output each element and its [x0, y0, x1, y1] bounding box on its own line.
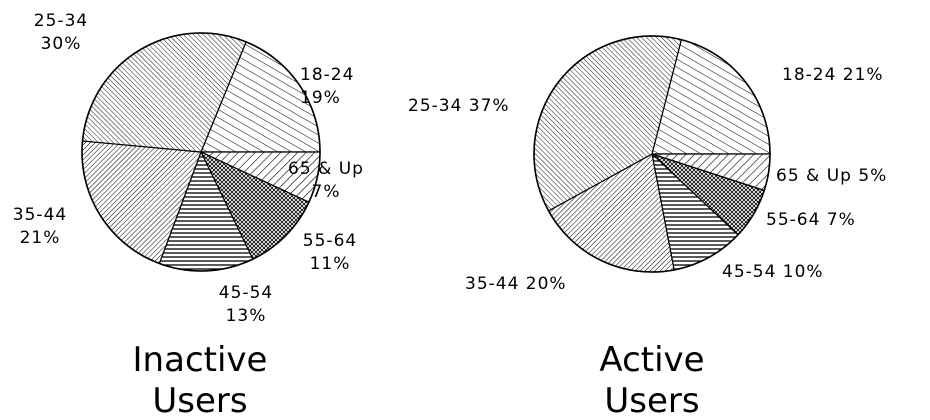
slice-label-active-35-44: 35-44 20% — [465, 274, 567, 294]
slice-label-line: 45-54 10% — [722, 262, 824, 282]
slice-label-line: 65 & Up 5% — [776, 166, 887, 186]
slice-label-line: 18-24 — [300, 65, 354, 85]
pie-chart-active-users: 18-24 21% 65 & Up 5% 55-64 7% 45-54 10% 35-4… — [408, 35, 887, 294]
slice-label-line: 21% — [20, 228, 61, 248]
slice-label-line: 25-34 — [34, 11, 88, 31]
slice-label-line: 13% — [226, 306, 267, 326]
chart-title-inactive-line-1: Inactive — [133, 340, 268, 380]
slice-label-inactive-35-44: 35-44 21% — [13, 205, 67, 248]
slice-label-inactive-25-34: 25-34 30% — [34, 11, 88, 54]
slice-label-line: 18-24 21% — [782, 65, 884, 85]
pie-outline-active — [533, 35, 771, 273]
pie-outline-inactive — [81, 32, 321, 272]
slice-label-active-25-34: 25-34 37% — [408, 96, 510, 116]
slice-label-line: 30% — [41, 34, 82, 54]
slice-label-line: 65 & Up — [288, 159, 364, 179]
chart-title-inactive-line-2: Users — [152, 381, 247, 420]
slice-label-active-45-54: 45-54 10% — [722, 262, 824, 282]
slice-label-line: 7% — [312, 182, 341, 202]
slice-label-line: 19% — [300, 88, 341, 108]
pie-chart-inactive-users: 18-24 19% 65 & Up 7% 55-64 11% 45-54 13% 35-44 21… — [13, 11, 364, 326]
chart-title-active-line-2: Users — [604, 381, 699, 420]
slice-label-line: 55-64 — [303, 231, 357, 251]
slice-label-inactive-55-64: 55-64 11% — [303, 231, 357, 274]
chart-title-active-line-1: Active — [599, 340, 704, 380]
slice-label-inactive-65-up: 65 & Up 7% — [288, 159, 364, 202]
slice-label-line: 45-54 — [219, 283, 273, 303]
slice-label-line: 35-44 — [13, 205, 67, 225]
slice-label-active-65-up: 65 & Up 5% — [776, 166, 887, 186]
slice-label-line: 11% — [310, 254, 351, 274]
slice-label-line: 35-44 20% — [465, 274, 567, 294]
slice-label-inactive-18-24: 18-24 19% — [300, 65, 354, 108]
slice-label-active-18-24: 18-24 21% — [782, 65, 884, 85]
slice-label-line: 25-34 37% — [408, 96, 510, 116]
slice-label-line: 55-64 7% — [766, 210, 856, 230]
slice-label-inactive-45-54: 45-54 13% — [219, 283, 273, 326]
slice-label-active-55-64: 55-64 7% — [766, 210, 856, 230]
